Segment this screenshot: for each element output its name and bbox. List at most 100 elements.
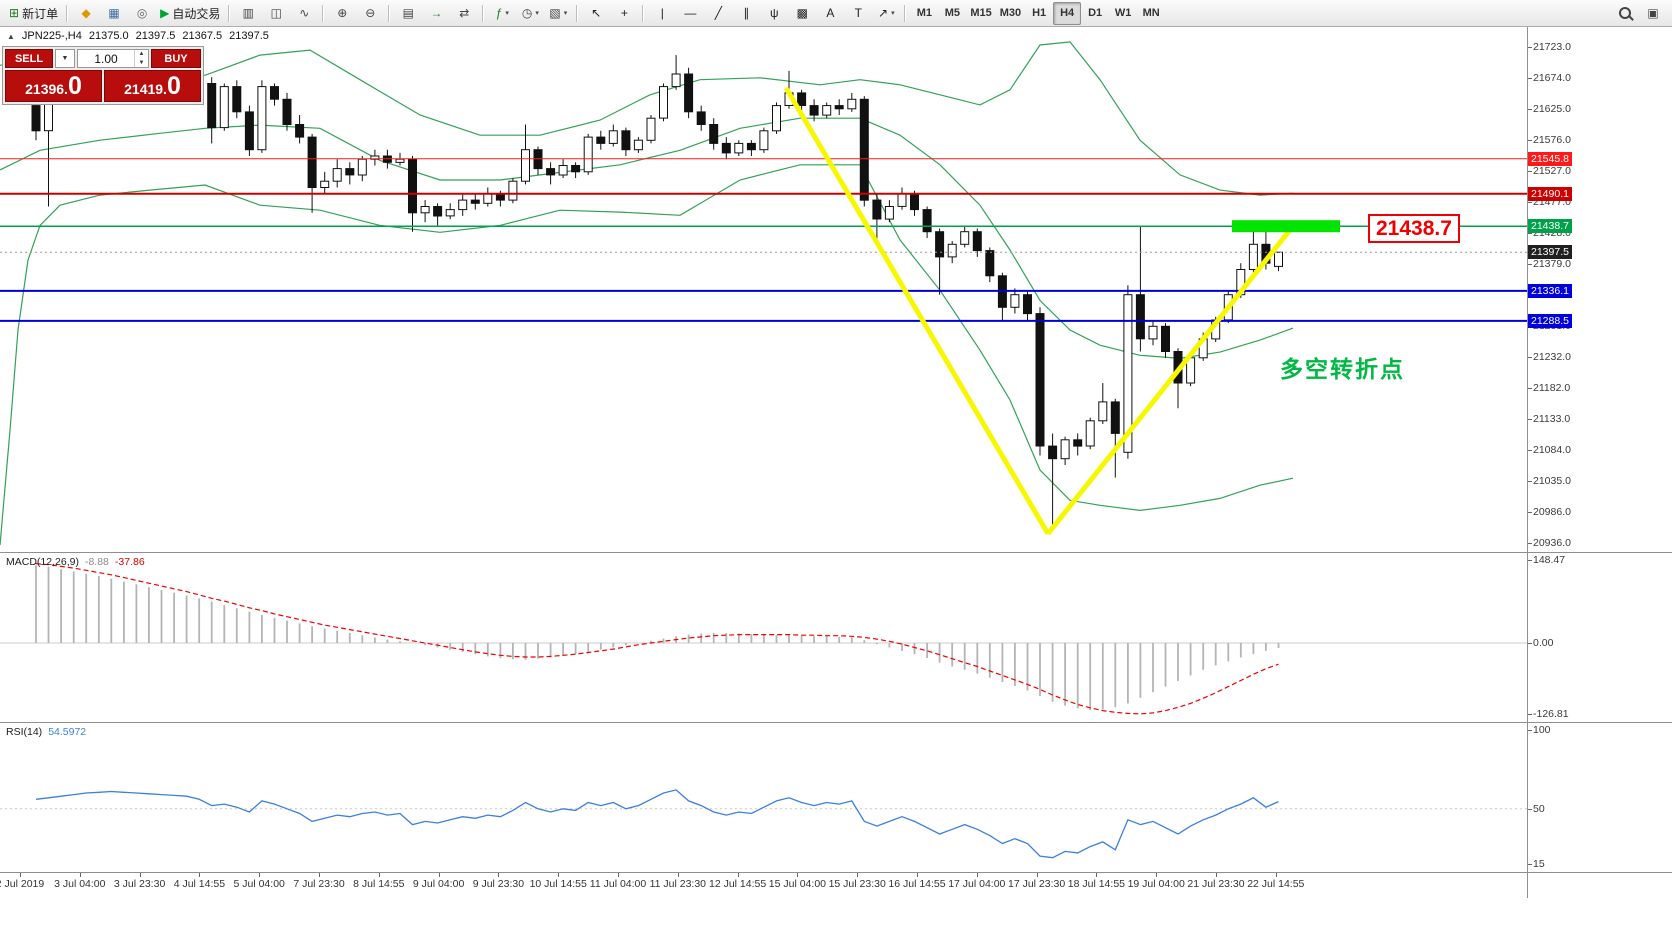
- rsi-pane[interactable]: [0, 723, 1527, 871]
- market-watch-icon: ◆: [81, 6, 91, 20]
- pane-separator[interactable]: [0, 872, 1672, 873]
- time-axis-tick: [1156, 873, 1158, 877]
- volume-field[interactable]: 1.00 ▲ ▼: [77, 49, 149, 68]
- candlestick-chart-icon[interactable]: ◫: [262, 2, 290, 25]
- sell-button[interactable]: SELL: [5, 49, 53, 68]
- toolbar-separator: [642, 4, 645, 22]
- time-axis-label: 16 Jul 14:55: [888, 878, 946, 890]
- data-window-icon[interactable]: ▦: [100, 2, 128, 25]
- shapes-icon: ▩: [796, 6, 808, 20]
- axis-tick: [1527, 511, 1532, 513]
- time-axis-label: 5 Jul 04:00: [233, 878, 285, 890]
- macd-axis-label: -126.81: [1533, 707, 1569, 720]
- volume-input[interactable]: 1.00: [94, 51, 118, 66]
- rsi-axis-label: 50: [1533, 802, 1545, 815]
- text-icon[interactable]: A: [816, 2, 844, 25]
- turning-point-label[interactable]: 多空转折点: [1280, 356, 1405, 382]
- auto-trading-icon: ▶: [160, 6, 170, 20]
- auto-scroll-icon[interactable]: →: [422, 2, 450, 25]
- periods-icon: ◷: [521, 6, 533, 20]
- pane-separator[interactable]: [0, 552, 1672, 553]
- time-axis-label: 17 Jul 23:30: [1007, 878, 1066, 890]
- timeframe-h4-button[interactable]: H4: [1053, 1, 1082, 25]
- tile-windows-icon[interactable]: ▤: [394, 2, 422, 25]
- trendline-icon[interactable]: ╱: [704, 2, 732, 25]
- time-axis-tick: [1036, 873, 1038, 877]
- timeframe-m15-button[interactable]: M15: [966, 2, 995, 25]
- navigator-icon: ◎: [136, 6, 148, 20]
- volume-increase-button[interactable]: ▲: [138, 51, 145, 57]
- axis-tick: [1527, 480, 1532, 482]
- navigator-icon[interactable]: ◎: [128, 2, 156, 25]
- price-axis-label: 21625.0: [1533, 102, 1571, 115]
- toolbar-separator: [904, 4, 907, 22]
- time-axis-tick: [558, 873, 560, 877]
- market-watch-icon[interactable]: ◆: [72, 2, 100, 25]
- vertical-line-icon[interactable]: |: [648, 2, 676, 25]
- macd-pane[interactable]: [0, 553, 1527, 721]
- text-label-icon: T: [854, 6, 862, 20]
- cursor-icon[interactable]: ↖: [582, 2, 610, 25]
- time-axis-label: 11 Jul 04:00: [589, 878, 647, 890]
- price-tag-21490.1: 21490.1: [1528, 186, 1572, 201]
- chart-info-bar: ▲ JPN225-,H4 21375.0 21397.5 21367.5 213…: [7, 30, 269, 42]
- price-callout[interactable]: 21438.7: [1368, 214, 1460, 243]
- bar-chart-icon[interactable]: ▥: [234, 2, 262, 25]
- workspace-icon[interactable]: ▣: [1639, 2, 1667, 25]
- timeframe-m5-button[interactable]: M5: [938, 2, 966, 25]
- chart-shift-icon[interactable]: ⇄: [450, 2, 478, 25]
- timeframe-m15-button-label: M15: [970, 7, 992, 19]
- timeframe-h1-button[interactable]: H1: [1025, 2, 1053, 25]
- line-chart-icon[interactable]: ∿: [290, 2, 318, 25]
- timeframe-w1-button[interactable]: W1: [1109, 2, 1137, 25]
- pane-separator[interactable]: [0, 722, 1672, 723]
- templates-icon[interactable]: ▧ ▾: [544, 2, 572, 25]
- volume-decrease-button[interactable]: ▼: [138, 59, 145, 66]
- buy-price: 21419.: [124, 81, 167, 97]
- arrows-icon[interactable]: ↗ ▾: [872, 2, 900, 25]
- templates-icon: ▧: [549, 6, 561, 20]
- buy-price-button[interactable]: 21419. 0: [104, 70, 201, 102]
- volume-dropdown-icon[interactable]: ▼: [55, 49, 75, 68]
- time-axis-label: 22 Jul 14:55: [1247, 878, 1305, 890]
- sell-price-button[interactable]: 21396. 0: [5, 70, 102, 102]
- indicators-icon[interactable]: ƒ ▾: [488, 2, 516, 25]
- price-tag-21545.8: 21545.8: [1528, 151, 1572, 166]
- equidistant-channel-icon[interactable]: ∥: [732, 2, 760, 25]
- main-chart[interactable]: [0, 28, 1527, 552]
- fibonacci-icon[interactable]: ψ: [760, 2, 788, 25]
- time-axis-tick: [199, 873, 201, 877]
- timeframe-d1-button[interactable]: D1: [1081, 2, 1109, 25]
- timeframe-mn-button[interactable]: MN: [1137, 2, 1165, 25]
- macd-value-signal: -37.86: [114, 556, 145, 568]
- axis-tick: [1527, 543, 1532, 545]
- timeframe-m1-button-label: M1: [916, 7, 932, 19]
- trendline-v-pattern[interactable]: [783, 86, 1295, 536]
- crosshair-icon[interactable]: +: [610, 2, 638, 25]
- shapes-icon[interactable]: ▩: [788, 2, 816, 25]
- axis-tick: [1527, 418, 1532, 420]
- timeframe-m1-button[interactable]: M1: [910, 2, 938, 25]
- bar-chart-icon: ▥: [242, 6, 254, 20]
- ohlc-low: 21367.5: [182, 30, 223, 42]
- time-axis-tick: [737, 873, 739, 877]
- horizontal-level-lines[interactable]: [0, 158, 1527, 322]
- toolbar-separator: [388, 4, 391, 22]
- ohlc-high: 21397.5: [135, 30, 176, 42]
- timeframe-m30-button[interactable]: M30: [996, 2, 1025, 25]
- axis-tick: [1527, 108, 1532, 110]
- horizontal-line-icon[interactable]: —: [676, 2, 704, 25]
- auto-trading-button[interactable]: ▶ 自动交易: [156, 2, 224, 25]
- time-axis-tick: [1275, 873, 1277, 877]
- rsi-axis-label: 15: [1533, 857, 1545, 870]
- zoom-in-icon[interactable]: ⊕: [328, 2, 356, 25]
- price-axis-label: 21232.0: [1533, 350, 1571, 363]
- crosshair-icon: +: [620, 6, 628, 20]
- text-label-icon[interactable]: T: [844, 2, 872, 25]
- buy-button[interactable]: BUY: [151, 49, 201, 68]
- new-order-button[interactable]: ⊞ 新订单: [5, 2, 62, 25]
- zoom-out-icon[interactable]: ⊖: [356, 2, 384, 25]
- resistance-highlight-rect[interactable]: [1232, 220, 1340, 233]
- periods-icon[interactable]: ◷ ▾: [516, 2, 544, 25]
- search-icon[interactable]: [1611, 2, 1639, 25]
